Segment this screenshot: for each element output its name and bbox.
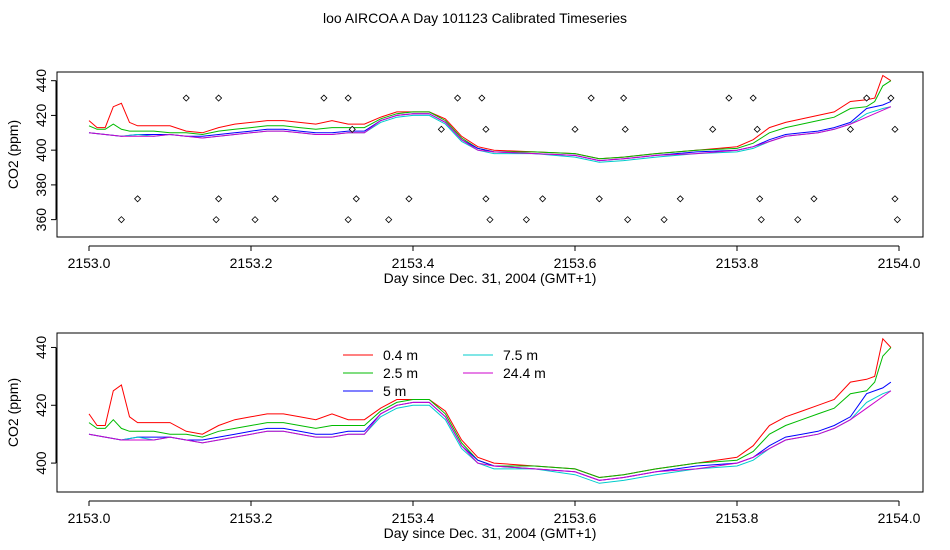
- x-tick-label: 2153.4: [392, 255, 435, 271]
- calibration-point: [215, 195, 223, 203]
- calibration-point: [595, 195, 603, 203]
- x-tick-label: 2153.6: [554, 510, 597, 526]
- y-tick-label: 380: [33, 173, 49, 197]
- y-axis-label: CO2 (ppm): [5, 378, 21, 447]
- calibration-point: [182, 94, 190, 102]
- x-tick-label: 2153.0: [68, 510, 111, 526]
- y-tick-label: 360: [33, 208, 49, 232]
- calibration-point: [134, 195, 142, 203]
- y-tick-label: 420: [33, 393, 49, 417]
- calibration-point: [810, 195, 818, 203]
- x-tick-label: 2153.8: [716, 510, 759, 526]
- calibration-point: [385, 216, 393, 224]
- calibration-point: [348, 125, 356, 133]
- series-line: [88, 80, 892, 160]
- calibration-point: [709, 125, 717, 133]
- calibration-point: [624, 216, 632, 224]
- calibration-point: [344, 216, 352, 224]
- legend-label: 7.5 m: [503, 347, 538, 363]
- calibration-point: [482, 195, 490, 203]
- calibration-point: [749, 94, 757, 102]
- x-tick-label: 2153.2: [230, 510, 273, 526]
- x-tick-label: 2154.0: [878, 510, 921, 526]
- calibration-point: [539, 195, 547, 203]
- x-tick-label: 2154.0: [878, 255, 921, 271]
- x-axis-label: Day since Dec. 31, 2004 (GMT+1): [384, 270, 597, 286]
- calibration-point: [522, 216, 530, 224]
- series-line: [88, 106, 892, 163]
- calibration-point: [215, 94, 223, 102]
- calibration-point: [863, 94, 871, 102]
- calibration-point: [725, 94, 733, 102]
- x-tick-label: 2153.0: [68, 255, 111, 271]
- calibration-point: [676, 195, 684, 203]
- calibration-point: [251, 216, 259, 224]
- calibration-point: [756, 195, 764, 203]
- calibration-point: [891, 195, 899, 203]
- calibration-point: [271, 195, 279, 203]
- y-tick-label: 440: [33, 336, 49, 360]
- series-line: [88, 106, 892, 162]
- calibration-point: [753, 125, 761, 133]
- calibration-point: [344, 94, 352, 102]
- series-line-7-5-m: [88, 390, 892, 484]
- chart-title: loo AIRCOA A Day 101123 Calibrated Times…: [322, 10, 627, 26]
- calibration-point: [891, 125, 899, 133]
- legend-label: 0.4 m: [383, 347, 418, 363]
- calibration-point: [621, 125, 629, 133]
- calibration-point: [757, 216, 765, 224]
- series-line-0-4-m: [88, 337, 892, 479]
- calibration-point: [486, 216, 494, 224]
- calibration-point: [320, 94, 328, 102]
- legend-label: 2.5 m: [383, 365, 418, 381]
- calibration-point: [571, 125, 579, 133]
- calibration-point: [660, 216, 668, 224]
- calibration-point: [887, 94, 895, 102]
- calibration-point: [846, 125, 854, 133]
- x-tick-label: 2153.4: [392, 510, 435, 526]
- plot-frame: [56, 71, 924, 238]
- y-tick-label: 400: [33, 451, 49, 475]
- y-axis-label: CO2 (ppm): [5, 120, 21, 189]
- calibration-point: [453, 94, 462, 102]
- bottom-panel: 2153.0 2153.2 2153.4 2153.6 2153.8 2154.0 Day …: [5, 332, 924, 541]
- series-line: [88, 74, 892, 160]
- calibration-point: [352, 195, 360, 203]
- y-tick-label: 400: [33, 138, 49, 162]
- calibration-point: [437, 125, 445, 133]
- calibration-point: [405, 195, 413, 203]
- calibration-point: [893, 216, 901, 224]
- calibration-point: [212, 216, 220, 224]
- series-line-2-5-m: [88, 347, 892, 479]
- top-panel: 2153.0 2153.2 2153.4 2153.6 2153.8 2154.0 Day …: [5, 69, 924, 286]
- x-tick-label: 2153.8: [716, 255, 759, 271]
- calibration-point: [478, 94, 486, 102]
- y-tick-label: 420: [33, 104, 49, 128]
- calibration-point: [482, 125, 490, 133]
- calibration-point: [117, 216, 125, 224]
- calibration-point: [620, 94, 628, 102]
- calibration-point: [587, 94, 595, 102]
- legend-label: 5 m: [383, 383, 406, 399]
- x-tick-label: 2153.2: [230, 255, 273, 271]
- series-line-24-4-m: [88, 390, 892, 481]
- plot-frame: [56, 332, 924, 493]
- x-axis-label: Day since Dec. 31, 2004 (GMT+1): [384, 525, 597, 541]
- y-tick-label: 440: [33, 69, 49, 93]
- x-tick-label: 2153.6: [554, 255, 597, 271]
- legend-label: 24.4 m: [503, 365, 546, 381]
- calibration-point: [794, 216, 802, 224]
